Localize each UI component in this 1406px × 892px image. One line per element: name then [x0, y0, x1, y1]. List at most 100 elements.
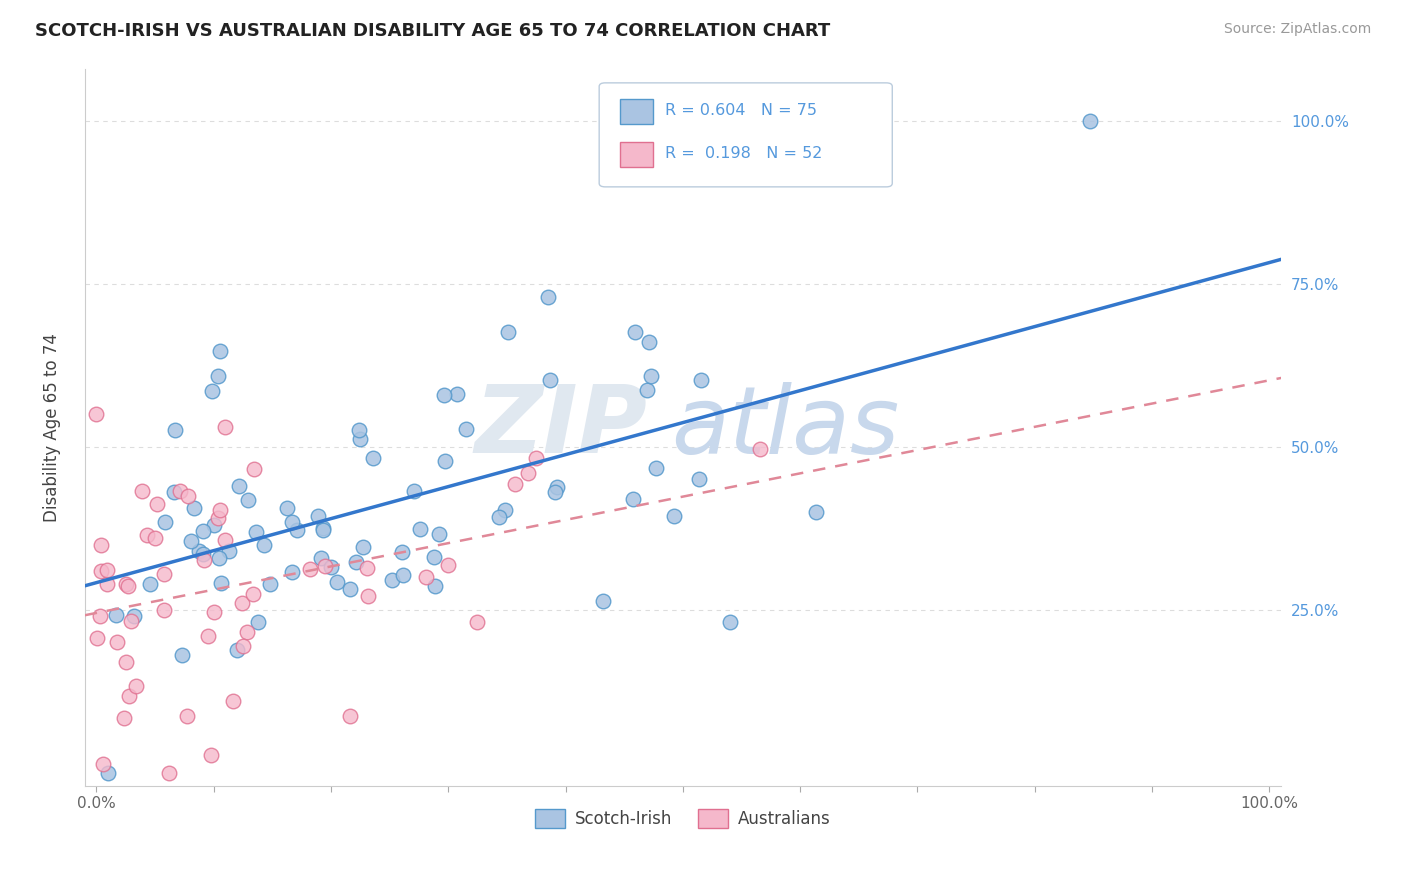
Point [231, 596, 253, 610]
Point [218, 543, 240, 558]
Point [408, 522, 430, 536]
Point [423, 549, 446, 564]
Point [197, 628, 219, 642]
Point [392, 567, 415, 582]
Point [339, 582, 361, 596]
Point [145, 497, 167, 511]
Point [690, 374, 713, 388]
Point [208, 344, 231, 359]
Text: atlas: atlas [671, 382, 900, 473]
Point [543, 484, 565, 499]
Point [404, 483, 426, 498]
Point [214, 419, 236, 434]
Point [280, 566, 302, 580]
Point [118, 689, 141, 703]
Point [496, 325, 519, 339]
Point [307, 508, 329, 523]
Text: R =  0.198   N = 52: R = 0.198 N = 52 [665, 146, 823, 161]
Point [193, 524, 215, 539]
Point [465, 615, 488, 629]
Point [804, 505, 827, 519]
Point [349, 432, 371, 446]
Point [488, 510, 510, 524]
Point [314, 558, 336, 573]
Point [592, 594, 614, 608]
Point [214, 533, 236, 547]
Point [546, 480, 568, 494]
Point [180, 534, 202, 549]
Point [664, 509, 686, 524]
Point [209, 575, 232, 590]
FancyBboxPatch shape [599, 83, 893, 186]
Point [114, 577, 136, 591]
Point [357, 589, 380, 603]
Point [90, 564, 112, 578]
Point [246, 615, 269, 629]
Point [433, 388, 456, 402]
Bar [620, 99, 652, 124]
Point [112, 710, 135, 724]
Point [207, 510, 229, 524]
Bar [620, 143, 652, 167]
Point [169, 483, 191, 498]
Point [427, 527, 450, 541]
Point [285, 524, 308, 538]
Point [121, 614, 143, 628]
Point [89, 608, 111, 623]
Point [526, 451, 548, 466]
Point [352, 540, 374, 554]
Point [1078, 113, 1101, 128]
Point [415, 569, 437, 583]
Point [193, 547, 215, 561]
Point [153, 566, 176, 581]
Point [193, 553, 215, 567]
Point [163, 485, 186, 500]
Text: Source: ZipAtlas.com: Source: ZipAtlas.com [1223, 22, 1371, 37]
Point [537, 290, 560, 304]
Point [242, 587, 264, 601]
Point [187, 544, 209, 558]
Point [232, 639, 254, 653]
Point [516, 466, 538, 480]
Point [153, 515, 176, 529]
Point [135, 528, 157, 542]
Point [638, 335, 661, 350]
Point [636, 383, 658, 397]
Point [139, 577, 162, 591]
Y-axis label: Disability Age 65 to 74: Disability Age 65 to 74 [44, 333, 60, 522]
Point [339, 709, 361, 723]
Point [623, 325, 645, 339]
Point [309, 550, 332, 565]
Point [163, 423, 186, 437]
Point [748, 442, 770, 456]
Point [446, 387, 468, 401]
Point [236, 625, 259, 640]
Point [202, 518, 225, 533]
Point [131, 484, 153, 499]
Point [381, 573, 404, 587]
Point [718, 615, 741, 629]
Point [243, 462, 266, 476]
Point [176, 708, 198, 723]
Point [122, 608, 145, 623]
Point [143, 531, 166, 545]
Point [344, 555, 367, 569]
Point [86, 631, 108, 645]
Point [222, 694, 245, 708]
Point [201, 384, 224, 399]
Point [259, 576, 281, 591]
Point [183, 501, 205, 516]
Point [347, 423, 370, 437]
Point [238, 493, 260, 508]
Point [117, 579, 139, 593]
Point [621, 492, 644, 507]
Point [312, 521, 335, 535]
Point [276, 501, 298, 516]
Point [96, 563, 118, 577]
Point [209, 503, 232, 517]
Point [97, 765, 120, 780]
Point [104, 608, 127, 623]
Point [152, 602, 174, 616]
Point [361, 450, 384, 465]
Point [202, 605, 225, 619]
